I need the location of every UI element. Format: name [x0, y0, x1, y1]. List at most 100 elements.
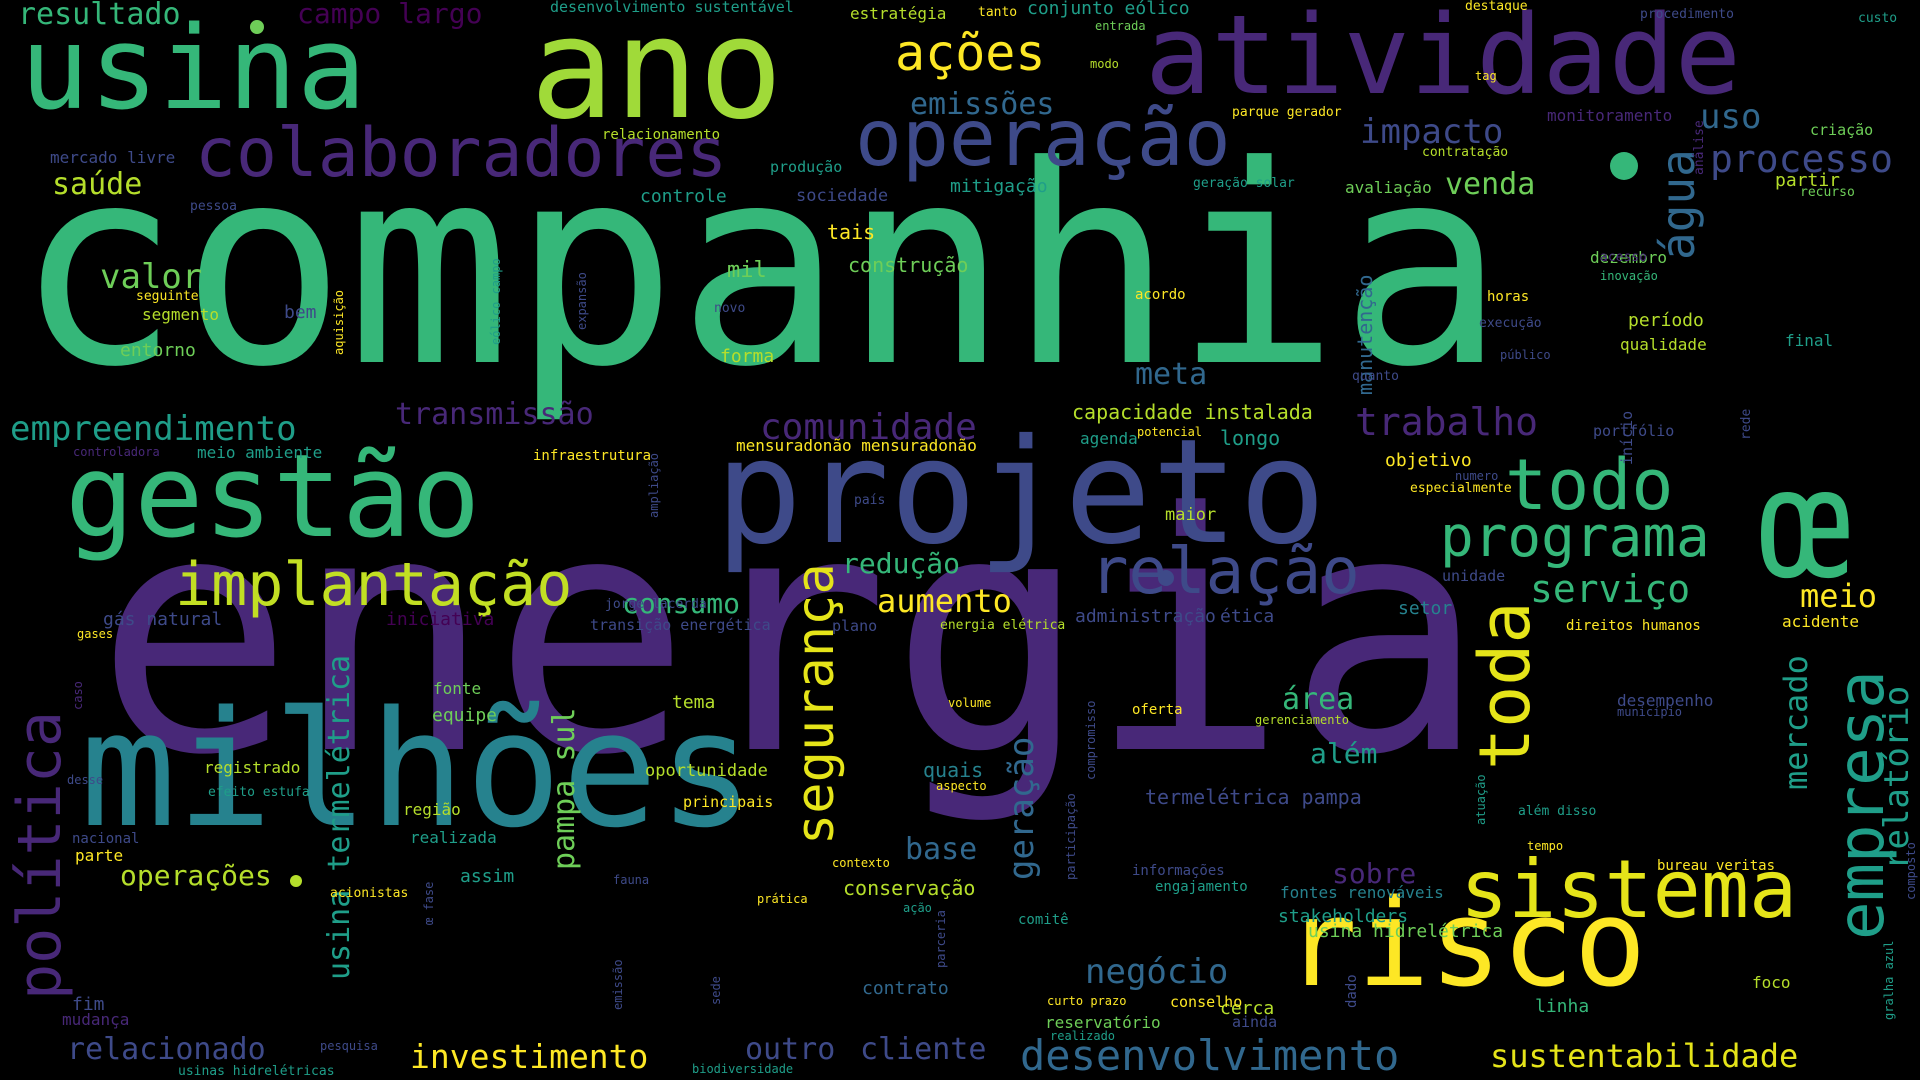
- word-estrategia: estratégia: [850, 4, 947, 23]
- word-oferta: oferta: [1132, 702, 1183, 718]
- word-bem: bem: [284, 302, 317, 323]
- word-colaboradores: colaboradores: [195, 114, 728, 193]
- word-criacao: criação: [1810, 121, 1874, 139]
- word-plano: plano: [832, 617, 878, 635]
- word-realizado: realizado: [1050, 1029, 1116, 1043]
- word-caso: caso: [71, 681, 85, 710]
- word-final: final: [1785, 331, 1834, 350]
- word-aspecto: aspecto: [936, 779, 987, 793]
- word-desempenho: desempenho: [1617, 691, 1714, 710]
- word-fim: fim: [72, 994, 105, 1015]
- word-controladora: controladora: [73, 445, 160, 459]
- word-fonte: fonte: [433, 679, 482, 698]
- word-cliente: cliente: [860, 1032, 987, 1067]
- word-politica: política: [5, 711, 75, 1000]
- word-comunidade: comunidade: [760, 407, 977, 448]
- word-capacidade-instalada: capacidade instalada: [1072, 400, 1313, 424]
- word-recurso: recurso: [1800, 185, 1855, 200]
- word-entrada: entrada: [1095, 19, 1146, 33]
- word-meio: meio: [1800, 577, 1878, 615]
- word-contexto: contexto: [832, 856, 890, 870]
- word-nacional: nacional: [72, 831, 140, 847]
- word-sobre: sobre: [1332, 857, 1417, 890]
- word-biodiversidade: biodiversidade: [692, 1062, 794, 1076]
- word-setor: setor: [1398, 598, 1453, 619]
- word-risco: risco: [1285, 875, 1647, 1014]
- word-pampa-sul: pampa sul: [547, 707, 582, 870]
- word-toda: toda: [1464, 601, 1546, 770]
- word-efeito-estufa: efeito estufa: [208, 785, 310, 800]
- word-tanto: tanto: [978, 5, 1018, 20]
- word-conjunto-eolico: conjunto eólico: [1027, 0, 1190, 19]
- word-stakeholders: stakeholders: [1278, 906, 1409, 927]
- word-termeletrica-pampa: termelétrica pampa: [1145, 785, 1362, 809]
- word-gases: gases: [77, 627, 114, 641]
- word-emissoes: emissões: [910, 87, 1055, 122]
- word-venda: venda: [1445, 167, 1536, 202]
- word-fontes-renovaveis: fontes renováveis: [1280, 883, 1444, 902]
- word-quais: quais: [923, 758, 984, 782]
- word-producao: produção: [770, 158, 843, 176]
- word-volume: volume: [948, 696, 992, 710]
- word-alem: além: [1310, 737, 1378, 770]
- word-processo: processo: [1710, 137, 1894, 181]
- word-dado: dado: [1344, 974, 1360, 1008]
- word-sustentabilidade: sustentabilidade: [1490, 1037, 1799, 1075]
- word-composto: composto: [1904, 842, 1918, 900]
- letter-dot: [290, 875, 302, 887]
- word-parte: parte: [75, 846, 124, 865]
- word-destaque: destaque: [1465, 0, 1528, 14]
- word-gestao: gestão: [65, 430, 481, 564]
- word-acesso: acesso: [1600, 250, 1647, 265]
- word-negocio: negócio: [1085, 952, 1229, 992]
- word-infraestrutura: infraestrutura: [533, 448, 652, 464]
- word-segmento: segmento: [142, 305, 220, 324]
- word-geracao: geração: [1002, 736, 1042, 880]
- word-atuacao: atuação: [1474, 774, 1488, 825]
- word-seguinte: seguinte: [136, 289, 199, 304]
- word-procedimento: procedimento: [1640, 7, 1734, 22]
- word-mercado-livre: mercado livre: [50, 148, 176, 167]
- word-companhia: companhia: [15, 107, 1506, 427]
- word-relacionamento: relacionamento: [602, 127, 721, 143]
- word-execucao: execução: [1479, 316, 1542, 331]
- word-transmissao: transmissão: [395, 397, 594, 432]
- word-ainda: ainda: [1232, 1013, 1278, 1031]
- word-operacoes: operações: [120, 859, 272, 892]
- word-inicio: início: [1618, 410, 1636, 465]
- word-milhoes: milhões: [80, 676, 755, 863]
- word-maior: maior: [1165, 505, 1217, 525]
- word-horas: horas: [1487, 289, 1530, 305]
- word-empreendimento: empreendimento: [10, 409, 297, 449]
- word-mudanca: mudança: [62, 1010, 130, 1029]
- word-realizada: realizada: [410, 828, 497, 847]
- word-publico: público: [1500, 348, 1551, 362]
- word-pesquisa: pesquisa: [320, 1039, 378, 1053]
- word-fauna: fauna: [613, 873, 650, 887]
- word-uso: uso: [1700, 97, 1762, 137]
- word-aumento: aumento: [877, 582, 1012, 620]
- word-avaliacao: avaliação: [1345, 178, 1432, 197]
- word-projeto: projeto: [715, 408, 1327, 577]
- word-impacto: impacto: [1360, 112, 1504, 152]
- word-acionistas: acionistas: [330, 886, 409, 901]
- word-energia-eletrica: energia elétrica: [940, 618, 1066, 633]
- word-conselho: conselho: [1170, 993, 1243, 1011]
- word-compromisso: compromisso: [1084, 700, 1098, 780]
- word-mensuradonao-mensuradonao: mensuradonão mensuradonão: [736, 436, 977, 455]
- word-construcao: construção: [848, 253, 969, 277]
- word-rede: rede: [1739, 408, 1754, 440]
- word-forma: forma: [720, 346, 775, 367]
- word-parque-gerador: parque gerador: [1232, 105, 1342, 120]
- word-aquisicao: aquisição: [332, 289, 346, 355]
- word-area: área: [1282, 682, 1355, 717]
- word-oportunidade: oportunidade: [645, 761, 768, 781]
- word-numero: numero: [1455, 469, 1499, 483]
- word-acoes: ações: [895, 24, 1046, 82]
- letter-dot: [1610, 152, 1638, 180]
- word-ampliacao: ampliação: [647, 452, 661, 518]
- word-pais: país: [854, 493, 886, 508]
- word-bureau-veritas: bureau veritas: [1657, 858, 1776, 874]
- word-especialmente: especialmente: [1410, 481, 1512, 496]
- word-regiao: região: [403, 800, 461, 819]
